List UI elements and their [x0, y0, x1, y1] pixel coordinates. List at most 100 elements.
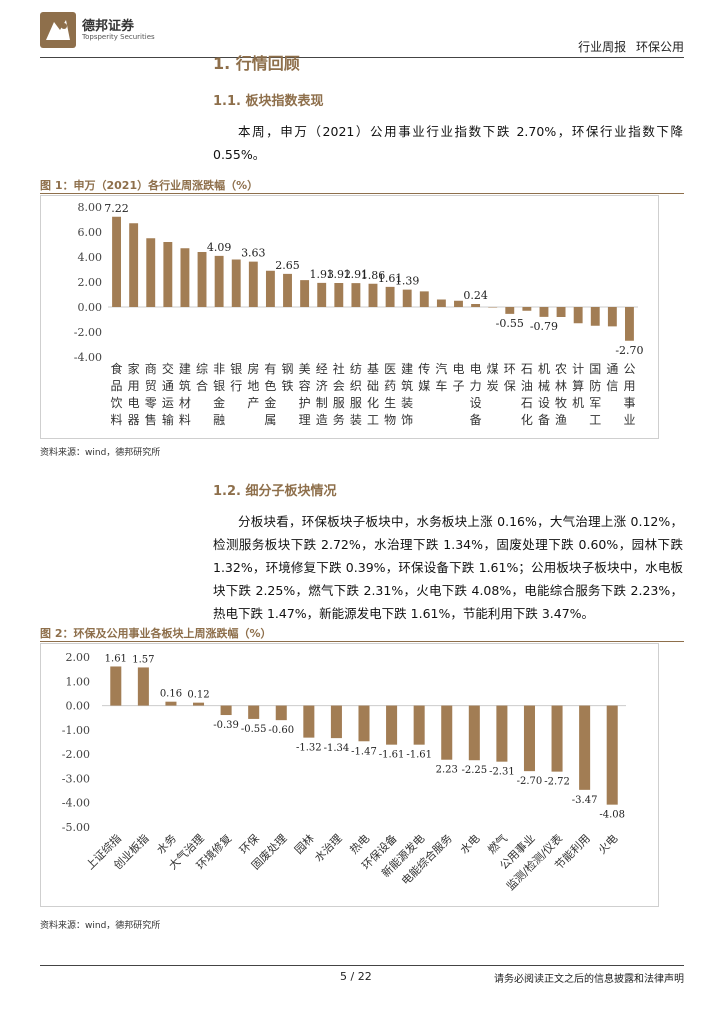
company-name-cn: 德邦证券: [82, 19, 135, 34]
bar: [112, 216, 121, 307]
x-tick-label: 品: [111, 379, 123, 393]
bar: [330, 705, 342, 739]
data-label: 2.23: [436, 765, 458, 776]
y-tick-label: 4.00: [78, 251, 103, 264]
x-tick-label: 产: [247, 396, 259, 410]
x-tick-label: 公: [623, 362, 635, 376]
x-tick-label: 饰: [401, 413, 413, 427]
x-tick-label: 服: [333, 396, 345, 410]
x-tick-label: 属: [264, 413, 276, 427]
y-tick-label: 1.00: [66, 675, 91, 688]
x-tick-label: 地: [247, 379, 259, 393]
data-label: -1.34: [324, 743, 350, 754]
y-tick-label: -4.00: [62, 797, 90, 810]
x-tick-label: 钢: [282, 362, 294, 376]
subsection-title-1: 1.1. 板块指数表现: [213, 94, 324, 109]
bar: [522, 307, 532, 311]
x-tick-label: 造: [316, 413, 328, 427]
bar: [129, 223, 139, 307]
bar: [137, 667, 149, 706]
x-tick-label: 料: [111, 413, 123, 427]
data-label: 1.61: [378, 272, 403, 285]
x-tick-label: 会: [333, 379, 345, 393]
x-tick-label: 运: [162, 396, 174, 410]
x-tick-label: 设: [538, 396, 550, 410]
x-tick-label: 家: [128, 361, 140, 376]
x-tick-label: 行: [230, 379, 242, 393]
x-tick-label: 机: [538, 362, 550, 376]
bar: [551, 705, 563, 772]
x-tick-label: 筑: [401, 378, 413, 393]
data-label: -0.55: [496, 317, 524, 330]
x-tick-label: 化: [521, 413, 533, 427]
x-tick-label: 事: [623, 396, 635, 410]
bar: [471, 304, 481, 307]
bar: [214, 255, 224, 307]
x-tick-label: 础: [367, 379, 379, 393]
x-tick-label: 通: [606, 362, 618, 376]
x-tick-label: 电: [128, 396, 140, 410]
data-label: 0.12: [187, 690, 209, 701]
x-tick-label: 织: [350, 379, 362, 393]
x-tick-label: 有: [264, 362, 276, 376]
data-label: -2.70: [517, 776, 543, 787]
paragraph-2: 分板块看，环保板块子板块中，水务板块上涨 0.16%，大气治理上涨 0.12%，…: [213, 514, 683, 621]
x-tick-label: 银: [213, 379, 225, 393]
data-label: 0.16: [160, 689, 182, 700]
x-tick-label: 器: [128, 413, 140, 427]
x-tick-label: 业: [623, 413, 635, 427]
x-tick-label: 汽: [435, 361, 447, 376]
x-tick-label: 电: [452, 362, 464, 376]
x-tick-label: 容: [299, 378, 311, 393]
x-tick-label: 饮: [111, 396, 123, 410]
x-tick-label: 食: [111, 361, 123, 376]
bar: [505, 307, 515, 314]
data-label: -3.47: [572, 795, 598, 806]
x-tick-label: 贸: [145, 379, 157, 393]
footer-rule: [40, 965, 684, 966]
data-label: 1.86: [361, 269, 386, 282]
x-tick-label: 工: [589, 413, 601, 427]
x-tick-label: 交: [162, 361, 174, 376]
data-label: -1.61: [406, 750, 432, 761]
bar: [265, 270, 275, 307]
x-tick-label: 算: [572, 378, 584, 393]
x-tick-label: 林: [555, 379, 567, 393]
bar: [351, 283, 361, 307]
x-tick-label: 炭: [487, 379, 499, 393]
bar: [275, 705, 287, 721]
data-label: 4.09: [207, 241, 232, 254]
data-label: 1.92: [327, 268, 352, 281]
bar: [303, 705, 315, 738]
bar: [556, 307, 566, 317]
y-tick-label: -5.00: [62, 821, 90, 834]
x-tick-label: 牧: [555, 396, 567, 410]
data-label: 1.57: [132, 654, 154, 665]
bar: [180, 248, 190, 307]
y-tick-label: 2.00: [78, 276, 103, 289]
data-label: -1.61: [379, 750, 405, 761]
x-tick-label: 水治理: [311, 831, 344, 864]
figure2-rule: [40, 641, 684, 642]
data-label: -0.79: [530, 320, 558, 333]
figure2-source: 资料来源：wind，德邦研究所: [40, 921, 161, 931]
x-tick-label: 车: [435, 378, 447, 393]
x-tick-label: 融: [213, 413, 225, 427]
x-tick-label: 媒: [418, 379, 430, 393]
bar: [496, 705, 508, 762]
bar: [358, 705, 370, 742]
x-tick-label: 用: [128, 379, 140, 393]
paragraph-1: 本周，申万（2021）公用事业行业指数下跌 2.70%，环保行业指数下降 0.5…: [213, 124, 683, 162]
company-name-en: Topsperity Securities: [82, 33, 155, 41]
x-tick-label: 设: [470, 396, 482, 410]
y-tick-label: -2.00: [62, 748, 90, 761]
bar: [110, 666, 122, 706]
bar: [488, 307, 498, 308]
y-tick-label: 6.00: [78, 226, 103, 239]
bar: [413, 705, 425, 745]
x-tick-label: 纺: [350, 362, 362, 376]
x-tick-label: 保: [504, 379, 516, 393]
data-label: 1.91: [344, 268, 369, 281]
x-tick-label: 计: [572, 362, 584, 376]
x-tick-label: 物: [384, 413, 396, 427]
